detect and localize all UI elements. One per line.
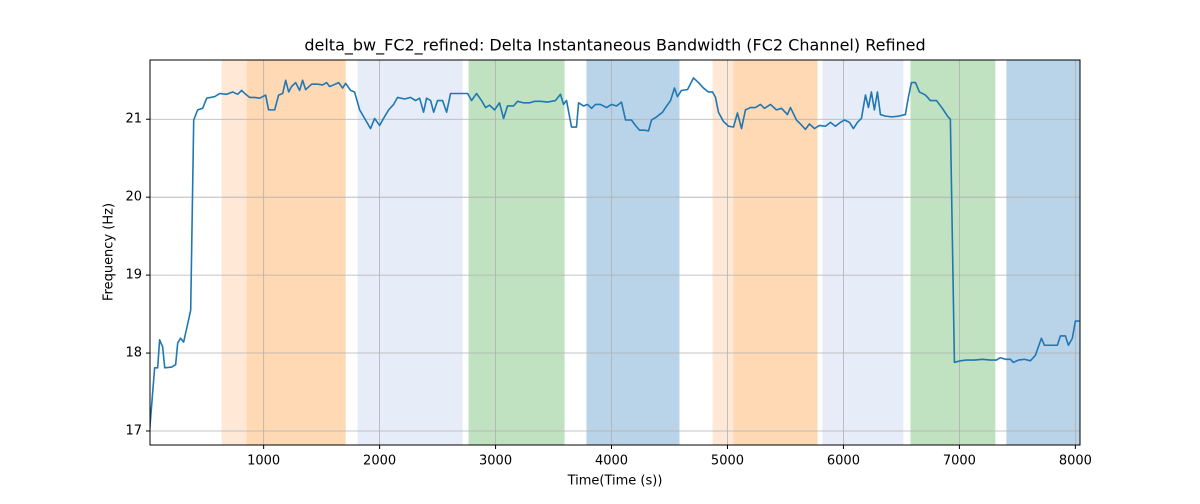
axes-layer: 1000 2000 3000 4000 5000 6000 7000 8000 17 18 19 20… <box>125 112 1091 469</box>
y-tick-label: 21 <box>125 112 142 127</box>
shaded-span <box>586 60 680 445</box>
data-line <box>150 77 1080 431</box>
shaded-span <box>246 60 346 445</box>
x-tick-label: 4000 <box>595 454 628 469</box>
shaded-span <box>468 60 565 445</box>
y-axis-label: Frequency (Hz) <box>102 203 117 301</box>
chart-title: delta_bw_FC2_refined: Delta Instantaneou… <box>304 36 925 56</box>
x-tick-label: 6000 <box>827 454 860 469</box>
x-tick-label: 5000 <box>711 454 744 469</box>
shaded-span <box>733 60 818 445</box>
line-layer <box>150 77 1080 431</box>
y-tick-label: 18 <box>125 346 142 361</box>
shaded-span <box>1006 60 1080 445</box>
shaded-span <box>822 60 904 445</box>
span-layer <box>221 60 1080 445</box>
x-axis-label: Time(Time (s)) <box>567 474 663 489</box>
y-tick-label: 17 <box>125 423 142 438</box>
y-tick-label: 19 <box>125 268 142 283</box>
x-tick-label: 2000 <box>363 454 396 469</box>
x-tick-label: 8000 <box>1059 454 1092 469</box>
x-tick-label: 3000 <box>479 454 512 469</box>
x-tick-label: 7000 <box>943 454 976 469</box>
y-tick-label: 20 <box>125 190 142 205</box>
plot-frame <box>149 59 1081 446</box>
x-tick-label: 1000 <box>247 454 280 469</box>
shaded-span <box>357 60 463 445</box>
